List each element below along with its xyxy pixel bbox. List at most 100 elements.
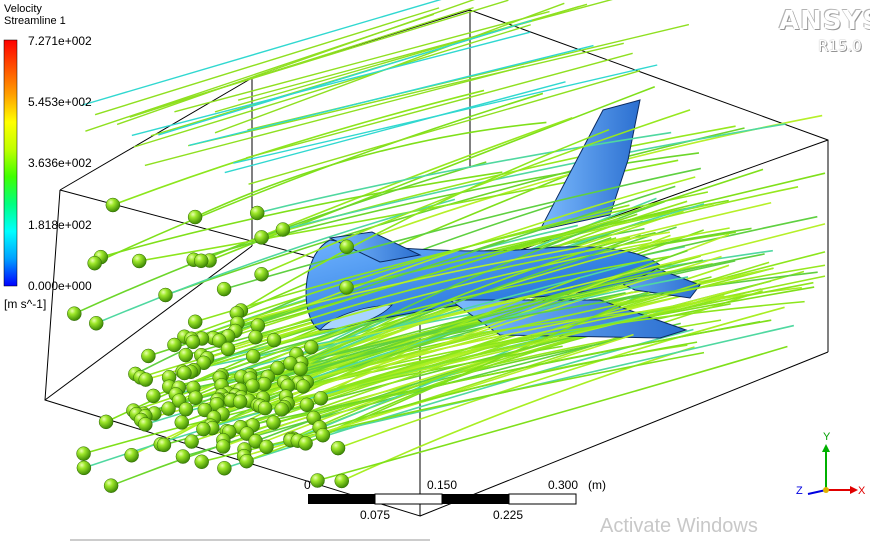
seed-sphere	[167, 337, 182, 353]
streamline	[224, 81, 566, 174]
seed-sphere	[141, 348, 156, 364]
scale-bar	[308, 493, 577, 505]
streamline	[233, 64, 658, 164]
seed-sphere	[187, 314, 203, 330]
seed-sphere	[194, 454, 209, 470]
seed-sphere	[215, 439, 231, 454]
seed-sphere	[146, 388, 161, 404]
legend-tick-3: 3.636e+002	[28, 156, 92, 170]
seed-sphere	[177, 365, 192, 381]
seed-sphere	[185, 334, 201, 350]
legend-tick-4: 1.818e+002	[28, 218, 92, 232]
streamline	[194, 191, 709, 323]
activate-windows-watermark: Activate Windows	[600, 515, 758, 537]
scale-label-0075: 0.075	[360, 508, 391, 522]
seed-sphere	[257, 400, 273, 416]
seed-sphere	[310, 473, 325, 488]
seed-sphere	[298, 436, 313, 451]
scale-label-0225: 0.225	[493, 508, 524, 522]
seed-sphere	[76, 460, 92, 476]
seed-sphere	[138, 372, 153, 387]
seed-sphere	[174, 415, 189, 430]
seed-sphere	[313, 391, 329, 406]
seed-sphere	[188, 390, 203, 406]
seed-sphere	[339, 239, 354, 254]
streamline	[230, 236, 631, 402]
seed-sphere	[138, 417, 153, 432]
seed-sphere	[187, 209, 203, 225]
streamline	[248, 300, 805, 402]
axis-triad[interactable]	[807, 444, 858, 495]
streamline	[131, 31, 531, 137]
streamline	[144, 0, 509, 112]
axis-x-label: X	[858, 485, 866, 497]
streamline	[306, 264, 826, 383]
streamline	[252, 253, 765, 387]
streamline	[311, 223, 826, 349]
streamline	[257, 168, 764, 327]
streamline	[158, 19, 533, 136]
seed-sphere	[196, 421, 211, 437]
streamline	[223, 167, 701, 290]
streamline	[209, 85, 656, 262]
streamline	[337, 306, 785, 449]
seed-sphere	[124, 447, 139, 463]
seed-sphere	[330, 440, 346, 456]
seed-sphere	[334, 473, 349, 489]
seed-sphere	[175, 449, 191, 464]
seed-sphere	[196, 355, 212, 371]
streamline	[85, 13, 434, 132]
legend-object: Streamline 1	[4, 15, 66, 27]
streamline	[317, 345, 788, 482]
seed-sphere	[98, 414, 114, 430]
streamline	[194, 121, 547, 218]
seed-sphere	[293, 361, 308, 377]
seed-sphere	[67, 306, 82, 321]
seed-sphere	[76, 446, 91, 461]
seed-sphere	[304, 339, 319, 355]
seed-sphere	[103, 478, 119, 493]
seed-sphere	[193, 253, 209, 269]
streamline	[222, 284, 624, 415]
legend-tick-min: 0.000e+000	[28, 279, 92, 293]
streamline	[133, 24, 531, 148]
streamline	[235, 185, 676, 332]
streamline	[346, 172, 826, 289]
seed-sphere	[178, 401, 194, 417]
ansys-logo: ANSYS	[779, 6, 870, 36]
legend-units: [m s^-1]	[4, 297, 47, 311]
seed-sphere	[266, 415, 281, 430]
streamline	[189, 44, 594, 146]
seed-sphere	[158, 287, 173, 303]
streamline	[246, 52, 633, 159]
streamline	[144, 65, 525, 167]
streamline	[94, 92, 544, 264]
streamline	[282, 123, 786, 231]
streamline	[237, 0, 613, 101]
scale-unit: (m)	[588, 478, 606, 492]
seed-sphere	[217, 461, 232, 476]
seed-sphere	[184, 434, 199, 449]
streamline	[94, 7, 440, 116]
ansys-version: R15.0	[818, 37, 862, 55]
streamline	[266, 324, 795, 448]
streamline	[257, 131, 672, 214]
seed-sphere	[275, 222, 291, 237]
seed-sphere	[299, 397, 315, 413]
seed-sphere	[216, 281, 232, 297]
seed-sphere	[245, 349, 261, 364]
seed-sphere	[156, 437, 172, 453]
streamline	[237, 231, 671, 324]
seed-sphere	[178, 347, 194, 363]
axis-z-label: Z	[796, 485, 803, 497]
seed-sphere	[248, 329, 263, 345]
seed-sphere	[295, 379, 311, 394]
seed-points	[67, 197, 354, 493]
seed-sphere	[245, 378, 260, 394]
seed-sphere	[254, 230, 269, 245]
seed-sphere	[87, 255, 102, 271]
legend-variable: Velocity	[4, 3, 42, 15]
streamline	[221, 258, 650, 377]
scale-label-0150: 0.150	[427, 478, 458, 492]
